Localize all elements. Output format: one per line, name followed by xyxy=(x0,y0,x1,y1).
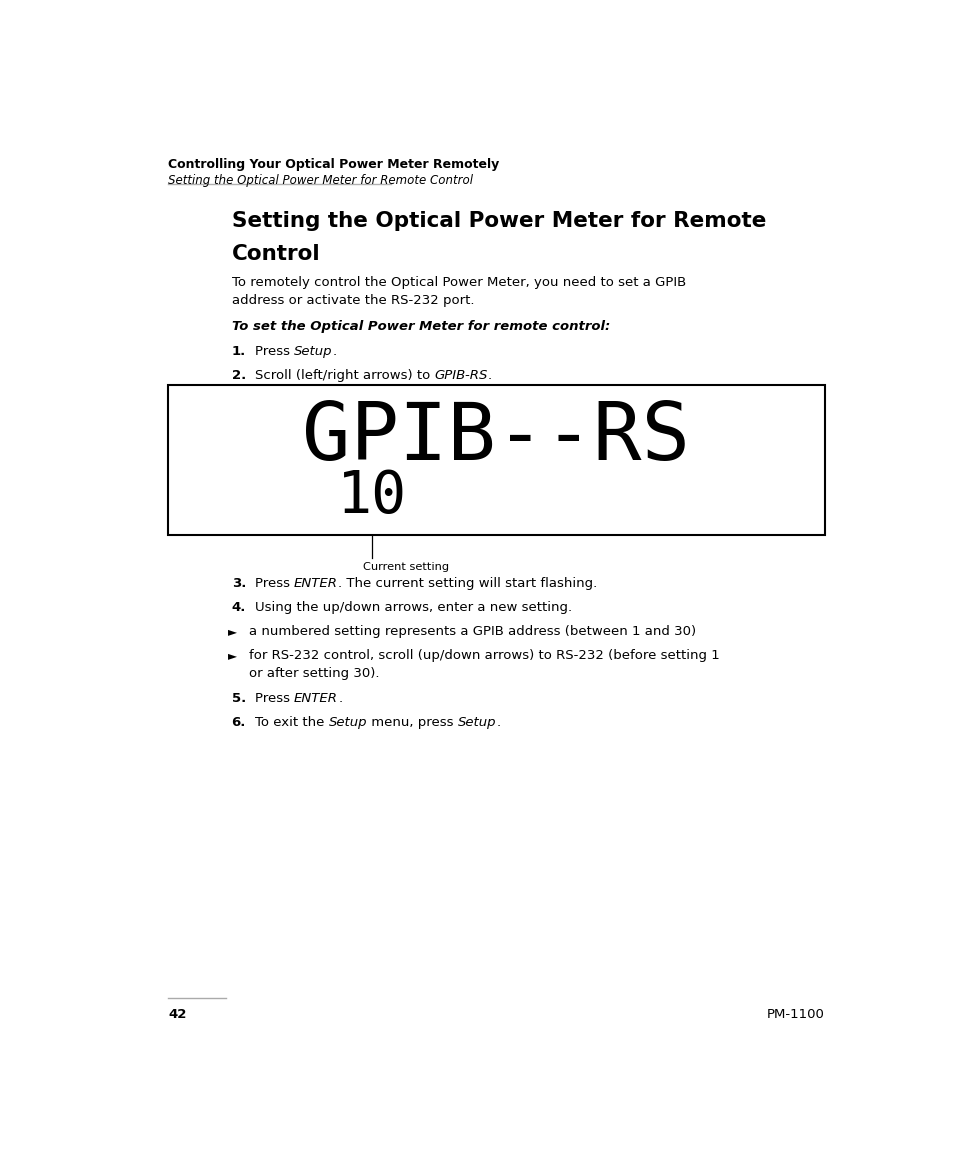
Text: Controlling Your Optical Power Meter Remotely: Controlling Your Optical Power Meter Rem… xyxy=(168,158,498,170)
Text: 42: 42 xyxy=(168,1008,186,1021)
Text: .: . xyxy=(496,716,500,729)
Text: Setup: Setup xyxy=(328,716,367,729)
Text: To exit the: To exit the xyxy=(254,716,328,729)
Text: Press: Press xyxy=(254,692,294,705)
Text: To remotely control the Optical Power Meter, you need to set a GPIB: To remotely control the Optical Power Me… xyxy=(232,276,685,289)
Bar xyxy=(168,385,823,534)
Text: Control: Control xyxy=(232,243,320,264)
Text: ►: ► xyxy=(228,649,236,662)
Text: Setup: Setup xyxy=(457,716,496,729)
Text: Using the up/down arrows, enter a new setting.: Using the up/down arrows, enter a new se… xyxy=(254,602,572,614)
Text: .: . xyxy=(487,370,492,382)
Text: Setting the Optical Power Meter for Remote Control: Setting the Optical Power Meter for Remo… xyxy=(168,174,473,187)
Text: GPIB-RS: GPIB-RS xyxy=(434,370,487,382)
Text: Press: Press xyxy=(254,345,294,358)
Text: .: . xyxy=(333,345,336,358)
Text: ENTER: ENTER xyxy=(294,577,337,590)
Text: 4.: 4. xyxy=(232,602,246,614)
Text: Scroll (left/right arrows) to: Scroll (left/right arrows) to xyxy=(254,370,434,382)
Text: Setting the Optical Power Meter for Remote: Setting the Optical Power Meter for Remo… xyxy=(232,211,765,232)
Text: To set the Optical Power Meter for remote control:: To set the Optical Power Meter for remot… xyxy=(232,320,609,333)
Text: a numbered setting represents a GPIB address (between 1 and 30): a numbered setting represents a GPIB add… xyxy=(249,625,695,637)
Text: . The current setting will start flashing.: . The current setting will start flashin… xyxy=(337,577,597,590)
Text: or after setting 30).: or after setting 30). xyxy=(249,666,378,679)
Text: Setup: Setup xyxy=(294,345,333,358)
Text: GPIB--RS: GPIB--RS xyxy=(302,399,690,476)
Text: PM-1100: PM-1100 xyxy=(766,1008,823,1021)
Text: 10: 10 xyxy=(336,468,407,525)
Text: ENTER: ENTER xyxy=(294,692,337,705)
Text: for RS-232 control, scroll (up/down arrows) to RS-232 (before setting 1: for RS-232 control, scroll (up/down arro… xyxy=(249,649,719,662)
Text: ►: ► xyxy=(228,625,236,637)
Text: menu, press: menu, press xyxy=(367,716,457,729)
Text: Press: Press xyxy=(254,577,294,590)
Text: 1.: 1. xyxy=(232,345,246,358)
Text: address or activate the RS-232 port.: address or activate the RS-232 port. xyxy=(232,294,474,307)
Text: 6.: 6. xyxy=(232,716,246,729)
Text: 3.: 3. xyxy=(232,577,246,590)
Text: 5.: 5. xyxy=(232,692,246,705)
Text: 2.: 2. xyxy=(232,370,246,382)
Text: Current setting: Current setting xyxy=(362,562,449,571)
Text: .: . xyxy=(337,692,342,705)
